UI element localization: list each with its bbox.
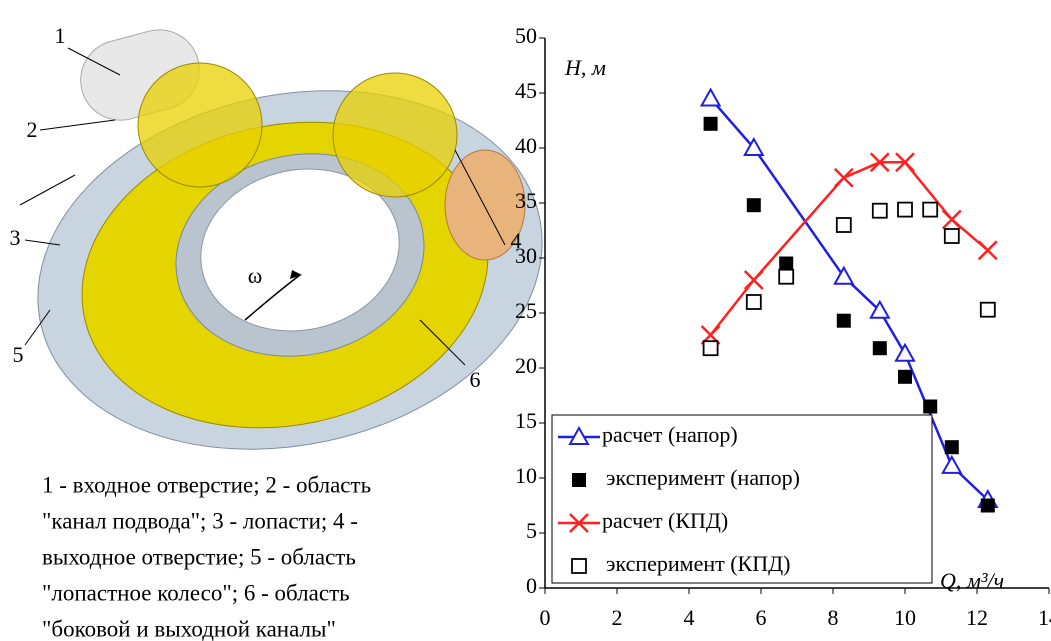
marker	[743, 270, 764, 290]
marker	[779, 256, 794, 271]
marker	[833, 265, 855, 285]
legend-marker	[572, 473, 586, 487]
impeller-illustration	[19, 29, 543, 450]
y-tick-label: 20	[515, 353, 537, 378]
part-label: ω	[248, 263, 262, 288]
x-tick-label: 14	[1038, 605, 1051, 630]
y-tick-label: 50	[515, 23, 537, 48]
marker	[869, 152, 890, 173]
part-label: 6	[470, 367, 481, 392]
y-tick-label: 35	[515, 188, 537, 213]
part-label: 3	[10, 225, 21, 250]
y-tick-label: 40	[515, 133, 537, 158]
legend-label: расчет (КПД)	[602, 508, 728, 533]
marker	[941, 209, 962, 230]
marker	[836, 313, 851, 328]
y-tick-label: 45	[515, 78, 537, 103]
x-tick-label: 8	[828, 605, 839, 630]
marker	[895, 152, 915, 173]
caption-line: "лопастное колесо"; 6 - область	[42, 580, 350, 605]
x-tick-label: 2	[612, 605, 623, 630]
marker	[703, 116, 718, 131]
marker	[894, 342, 916, 362]
y-tick-label: 10	[515, 463, 537, 488]
legend-marker	[569, 513, 589, 533]
legend-label: эксперимент (КПД)	[606, 551, 790, 576]
marker	[941, 454, 963, 474]
marker	[746, 198, 761, 213]
y-tick-label: 15	[515, 408, 537, 433]
legend-label: расчет (напор)	[602, 422, 738, 447]
marker	[869, 299, 891, 319]
marker	[835, 217, 852, 233]
legend-marker	[571, 558, 587, 574]
marker	[943, 228, 960, 244]
x-tick-label: 6	[756, 605, 767, 630]
marker	[872, 341, 887, 356]
y-tick-label: 25	[515, 298, 537, 323]
legend-label: эксперимент (напор)	[606, 465, 800, 490]
y-axis-label: H, м	[564, 55, 606, 80]
marker	[702, 340, 719, 357]
part-label: 2	[27, 117, 38, 142]
y-tick-label: 0	[526, 573, 537, 598]
marker	[745, 294, 762, 310]
marker	[922, 201, 939, 218]
caption-line: 1 - входное отверстие; 2 - область	[42, 472, 371, 497]
part-label: 1	[55, 23, 66, 48]
legend-box	[551, 414, 933, 584]
x-tick-label: 12	[966, 605, 988, 630]
marker	[833, 167, 854, 188]
part-label: 4	[511, 228, 522, 253]
x-tick-label: 4	[684, 605, 695, 630]
y-tick-label: 30	[515, 243, 537, 268]
y-tick-label: 5	[526, 518, 537, 543]
marker	[898, 369, 912, 384]
x-axis-label: Q, м³/ч	[940, 568, 1004, 593]
x-tick-label: 10	[894, 605, 916, 630]
marker	[699, 87, 722, 107]
marker	[980, 498, 995, 513]
x-tick-label: 0	[540, 605, 551, 630]
caption-line: "боковой и выходной каналы"	[42, 616, 336, 641]
marker	[979, 301, 996, 318]
marker	[778, 268, 795, 285]
legend-marker	[568, 425, 590, 445]
caption-line: "канал подвода"; 3 - лопасти; 4 -	[42, 508, 358, 533]
marker	[977, 240, 998, 261]
marker	[871, 202, 888, 219]
marker	[897, 201, 913, 218]
marker	[923, 399, 938, 414]
part-label: 5	[13, 342, 24, 367]
caption-line: выходное отверстие; 5 - область	[42, 544, 356, 569]
marker	[944, 440, 959, 455]
marker	[743, 136, 765, 156]
